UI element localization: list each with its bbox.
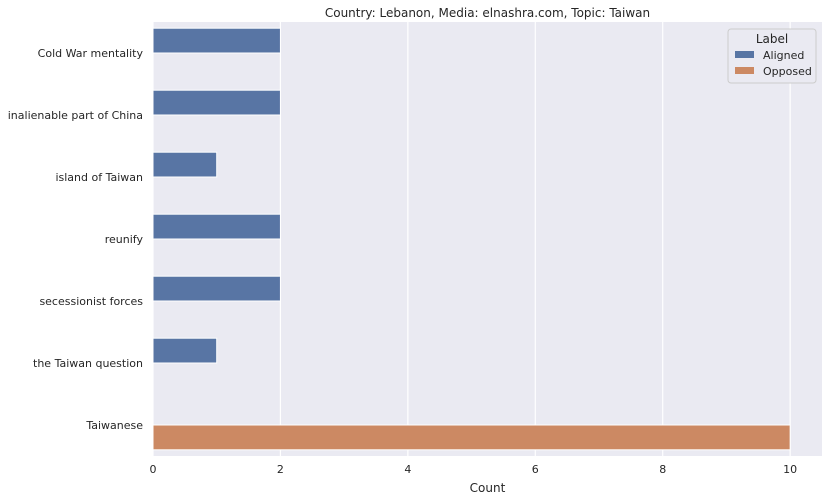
- bars: [152, 27, 791, 451]
- y-tick-label-reunify: reunify: [105, 233, 144, 246]
- bar-aligned-inalienable-part-of-china: [152, 89, 281, 116]
- legend-label-opposed: Opposed: [763, 65, 812, 78]
- bar-aligned-cold-war-mentality: [152, 27, 281, 54]
- y-tick-label-cold-war-mentality: Cold War mentality: [38, 47, 144, 60]
- y-tick-labels: Cold War mentality inalienable part of Ch…: [8, 47, 144, 432]
- legend-label-aligned: Aligned: [763, 49, 804, 62]
- chart-title: Country: Lebanon, Media: elnashra.com, T…: [325, 6, 650, 20]
- bar-aligned-the-taiwan-question: [152, 337, 218, 364]
- bar-aligned-secessionist-forces: [152, 275, 281, 302]
- bar-aligned-reunify: [152, 213, 281, 240]
- y-tick-label-inalienable-part-of-china: inalienable part of China: [8, 109, 143, 122]
- x-axis-label: Count: [470, 481, 506, 495]
- y-tick-label-taiwanese: Taiwanese: [85, 419, 143, 432]
- y-tick-label-secessionist-forces: secessionist forces: [39, 295, 143, 308]
- legend: Label Aligned Opposed: [727, 28, 817, 84]
- x-tick-label-0: 0: [150, 463, 157, 476]
- x-tick-label-8: 8: [659, 463, 666, 476]
- x-tick-label-2: 2: [277, 463, 284, 476]
- bar-opposed-taiwanese: [152, 424, 791, 451]
- x-tick-label-4: 4: [404, 463, 411, 476]
- bar-aligned-island-of-taiwan: [152, 151, 218, 178]
- legend-swatch-opposed: [735, 67, 754, 74]
- x-tick-label-6: 6: [532, 463, 539, 476]
- y-tick-label-the-taiwan-question: the Taiwan question: [33, 357, 143, 370]
- legend-swatch-aligned: [735, 51, 754, 58]
- x-tick-labels: 0 2 4 6 8 10: [150, 463, 798, 476]
- legend-title: Label: [756, 32, 788, 46]
- y-tick-label-island-of-taiwan: island of Taiwan: [55, 171, 143, 184]
- x-tick-label-10: 10: [783, 463, 797, 476]
